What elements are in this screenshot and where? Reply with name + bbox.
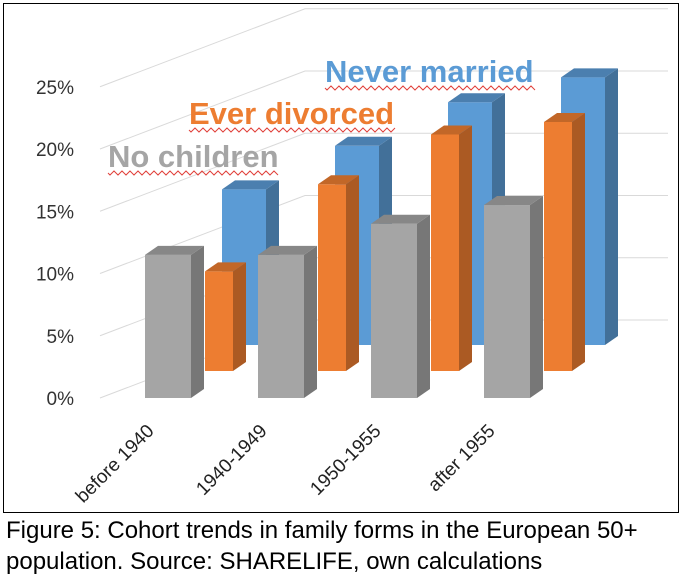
bar [371,214,430,398]
bar-side [233,262,246,371]
bar [318,175,359,371]
bar [484,196,543,398]
bar-front [258,254,304,398]
figure-caption: Figure 5: Cohort trends in family forms … [6,517,638,575]
y-tick-label: 25% [36,78,74,99]
bar-top [431,125,472,135]
bar-side [304,245,317,398]
bar-top [544,113,585,122]
bar-top [371,214,430,224]
y-tick-label: 0% [47,389,75,410]
y-tick-label: 10% [36,265,74,286]
bar-front [544,122,572,371]
bar-top [561,68,618,78]
bars [145,68,618,398]
bar-top [222,180,279,190]
bar-side [346,175,359,371]
bar-side [417,214,430,398]
bar-front [484,205,530,398]
chart: 0% 5% 10% 15% 20% 25% before 1940 1940-1949 195… [36,8,668,508]
bar [544,113,585,371]
series-label: Ever divorced [189,96,394,131]
bar-side [572,113,585,371]
y-tick-label: 15% [36,202,74,223]
bar-front [318,184,346,371]
gridline [99,70,668,150]
bar-side [530,196,543,398]
bar-top [205,262,246,272]
y-tick-label: 20% [36,140,74,161]
bar-front [431,134,459,371]
bar-front [145,254,191,398]
x-tick-label: 1940-1949 [192,421,271,500]
bar [258,245,317,398]
spellcheck-underline [188,127,396,133]
bar-top [145,245,204,255]
bar-front [205,271,233,371]
y-axis: 0% 5% 10% 15% 20% 25% [36,78,74,410]
y-tick-label: 5% [47,327,75,348]
spellcheck-underline [107,170,279,176]
bar-top [258,245,317,255]
spellcheck-underline [324,85,536,91]
bar-top [484,196,543,206]
x-tick-label: 1950-1955 [306,421,385,500]
bar [431,125,472,371]
series-label: Never married [325,54,534,89]
bar-top [335,136,392,146]
x-axis: before 1940 1940-1949 1950-1955 after 1955 [72,421,500,508]
gridline [99,8,668,88]
series-label: No children [108,139,279,174]
series-labels: No children Ever divorced Never married [107,54,536,176]
bar [145,245,204,398]
bar-top [448,93,505,103]
bar [205,262,246,371]
x-tick-label: after 1955 [424,421,499,496]
bar-side [191,245,204,398]
bar-side [605,68,618,345]
x-tick-label: before 1940 [72,421,159,508]
bar-side [459,125,472,371]
bar-front [371,223,417,398]
bar-top [318,175,359,185]
